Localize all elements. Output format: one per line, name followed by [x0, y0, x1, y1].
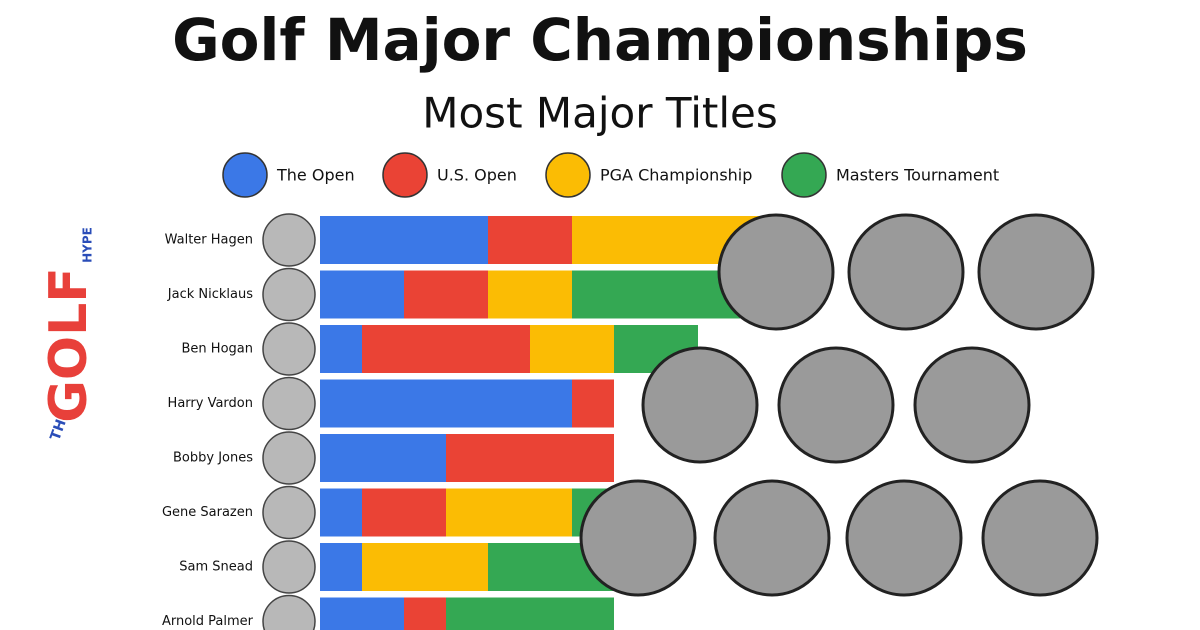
player-avatar — [262, 594, 316, 630]
category-label: Jack Nicklaus — [167, 287, 253, 302]
player-avatar — [262, 376, 316, 431]
legend-label: The Open — [276, 166, 355, 185]
chart-title: Golf Major Championships — [172, 6, 1028, 74]
category-label: Sam Snead — [179, 560, 253, 575]
player-photo — [713, 479, 831, 597]
bar-segment — [320, 216, 488, 264]
category-label: Arnold Palmer — [162, 614, 254, 629]
bar-segment — [320, 434, 446, 482]
bar-segment — [362, 543, 488, 591]
category-label: Bobby Jones — [173, 451, 253, 466]
legend-label: PGA Championship — [600, 166, 752, 185]
legend-label: Masters Tournament — [836, 166, 999, 185]
player-avatar — [262, 267, 316, 322]
bar-segment — [320, 543, 362, 591]
player-avatar — [262, 213, 316, 267]
player-avatar — [262, 322, 316, 376]
chart-subtitle: Most Major Titles — [422, 89, 777, 138]
bar-segment — [320, 488, 362, 537]
legend-swatch — [222, 152, 268, 198]
player-photo — [977, 213, 1095, 331]
player-avatar — [262, 540, 316, 594]
bar-segment — [320, 379, 572, 428]
player-photo — [847, 213, 965, 331]
player-photo — [777, 346, 895, 464]
bar-segment — [488, 270, 572, 319]
player-photo — [913, 346, 1031, 464]
bar-segment — [530, 325, 614, 373]
player-photo — [845, 479, 963, 597]
bar-segment — [488, 216, 572, 264]
category-label: Gene Sarazen — [162, 505, 253, 520]
bar-segment — [362, 325, 530, 373]
player-avatar — [262, 431, 316, 485]
bar-segment — [320, 270, 404, 319]
bar-segment — [446, 434, 614, 482]
player-photo — [641, 346, 759, 464]
bar-segment — [404, 597, 446, 630]
legend-swatch — [545, 152, 591, 198]
player-photo — [579, 479, 697, 597]
bar-segment — [362, 488, 446, 537]
bar-segment — [404, 270, 488, 319]
logo-hype: HYPE — [81, 227, 95, 263]
legend-label: U.S. Open — [437, 166, 517, 185]
bar-segment — [572, 379, 614, 428]
category-label: Walter Hagen — [165, 233, 253, 248]
bar-segment — [446, 488, 572, 537]
category-label: Harry Vardon — [168, 396, 253, 411]
logo: THE GOLF HYPE — [39, 227, 99, 443]
logo-golf: GOLF — [39, 267, 99, 423]
category-label: Ben Hogan — [182, 342, 253, 357]
legend-swatch — [781, 152, 827, 198]
player-avatar — [262, 485, 316, 540]
player-photo — [717, 213, 835, 331]
bar-segment — [320, 597, 404, 630]
bar-segment — [320, 325, 362, 373]
bar-segment — [446, 597, 614, 630]
player-photo — [981, 479, 1099, 597]
bar-segment — [572, 270, 740, 319]
legend-swatch — [382, 152, 428, 198]
